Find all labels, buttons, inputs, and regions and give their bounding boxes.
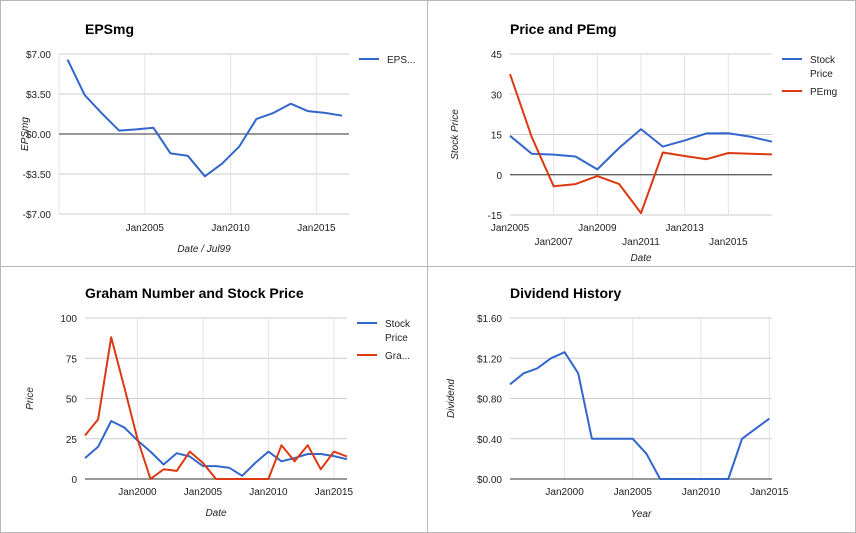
series-line-red xyxy=(509,73,773,215)
y-axis-title: Dividend xyxy=(446,379,457,418)
x-tick-label: Jan2010 xyxy=(249,487,288,498)
chart-svg: EPSmg $7.00 $3.50 $0.00 -$3.50 -$7.00 Jan2005 J… xyxy=(20,21,415,255)
x-tick-label: Jan2015 xyxy=(709,237,748,248)
legend-label: Price xyxy=(810,69,833,80)
legend-label: Stock xyxy=(385,319,411,330)
x-axis-title: Date xyxy=(630,253,652,264)
series-line-blue xyxy=(509,351,770,480)
y-tick-label: 25 xyxy=(66,435,78,446)
y-tick-label: 45 xyxy=(491,50,503,61)
legend-label: PEmg xyxy=(810,87,837,98)
x-tick-label: Jan2010 xyxy=(682,487,721,498)
y-tick-label: $1.60 xyxy=(477,314,502,325)
y-tick-label: $3.50 xyxy=(26,90,51,101)
chart-svg: Dividend History $1.60 $1.20 $0.80 $0.40 $0.0… xyxy=(446,285,789,520)
y-tick-label: -$7.00 xyxy=(23,210,52,221)
y-tick-label: $0.80 xyxy=(477,395,502,406)
dividend-chart-panel: Dividend History $1.60 $1.20 $0.80 $0.40 $0.0… xyxy=(427,266,856,533)
x-tick-label: Jan2010 xyxy=(211,223,250,234)
x-tick-label: Jan2007 xyxy=(534,237,573,248)
eps-chart-panel: EPSmg $7.00 $3.50 $0.00 -$3.50 -$7.00 Jan2005 J… xyxy=(0,0,428,267)
series-line-red xyxy=(84,336,348,480)
y-tick-label: 0 xyxy=(496,171,502,182)
x-tick-label: Jan2005 xyxy=(184,487,223,498)
x-tick-label: Jan2013 xyxy=(665,223,704,234)
x-axis-title: Date / Jul99 xyxy=(177,244,231,255)
y-axis-title: Stock Price xyxy=(450,109,461,160)
series-line-blue xyxy=(509,128,773,171)
y-tick-label: -15 xyxy=(488,211,503,222)
x-tick-label: Jan2000 xyxy=(118,487,157,498)
y-tick-label: $0.00 xyxy=(26,130,51,141)
y-tick-label: -$3.50 xyxy=(23,170,52,181)
chart-svg: Graham Number and Stock Price 100 75 50 25 0 J… xyxy=(25,285,411,519)
legend-label: Price xyxy=(385,333,408,344)
legend-label: Gra... xyxy=(385,351,410,362)
y-tick-label: 30 xyxy=(491,90,503,101)
chart-title: EPSmg xyxy=(85,21,134,37)
x-tick-label: Jan2015 xyxy=(750,487,789,498)
series-line-blue xyxy=(66,59,343,178)
series-line-blue xyxy=(84,420,348,477)
y-tick-label: $0.40 xyxy=(477,435,502,446)
x-axis-title: Year xyxy=(631,509,652,520)
price-pe-chart-panel: Price and PEmg 45 30 15 0 -15 Jan2005 Jan2007 Ja… xyxy=(427,0,856,267)
legend-label: EPS... xyxy=(387,55,415,66)
y-tick-label: 0 xyxy=(71,475,77,486)
y-tick-label: $0.00 xyxy=(477,475,502,486)
y-tick-label: $1.20 xyxy=(477,354,502,365)
x-tick-label: Jan2009 xyxy=(578,223,617,234)
x-tick-label: Jan2005 xyxy=(491,223,530,234)
y-tick-label: 50 xyxy=(66,395,78,406)
y-tick-label: $7.00 xyxy=(26,50,51,61)
graham-chart-panel: Graham Number and Stock Price 100 75 50 25 0 J… xyxy=(0,266,428,533)
y-axis-title: Price xyxy=(25,387,36,410)
y-axis-title: EPSmg xyxy=(20,117,31,151)
chart-title: Price and PEmg xyxy=(510,21,617,37)
x-tick-label: Jan2005 xyxy=(614,487,653,498)
chart-title: Graham Number and Stock Price xyxy=(85,285,304,301)
x-tick-label: Jan2011 xyxy=(622,237,660,248)
x-tick-label: Jan2015 xyxy=(315,487,354,498)
y-tick-label: 75 xyxy=(66,354,78,365)
x-tick-label: Jan2000 xyxy=(545,487,584,498)
x-axis-title: Date xyxy=(205,508,227,519)
legend-label: Stock xyxy=(810,55,836,66)
x-tick-label: Jan2015 xyxy=(297,223,336,234)
chart-title: Dividend History xyxy=(510,285,621,301)
y-tick-label: 15 xyxy=(491,131,503,142)
y-tick-label: 100 xyxy=(60,314,77,325)
x-tick-label: Jan2005 xyxy=(126,223,165,234)
